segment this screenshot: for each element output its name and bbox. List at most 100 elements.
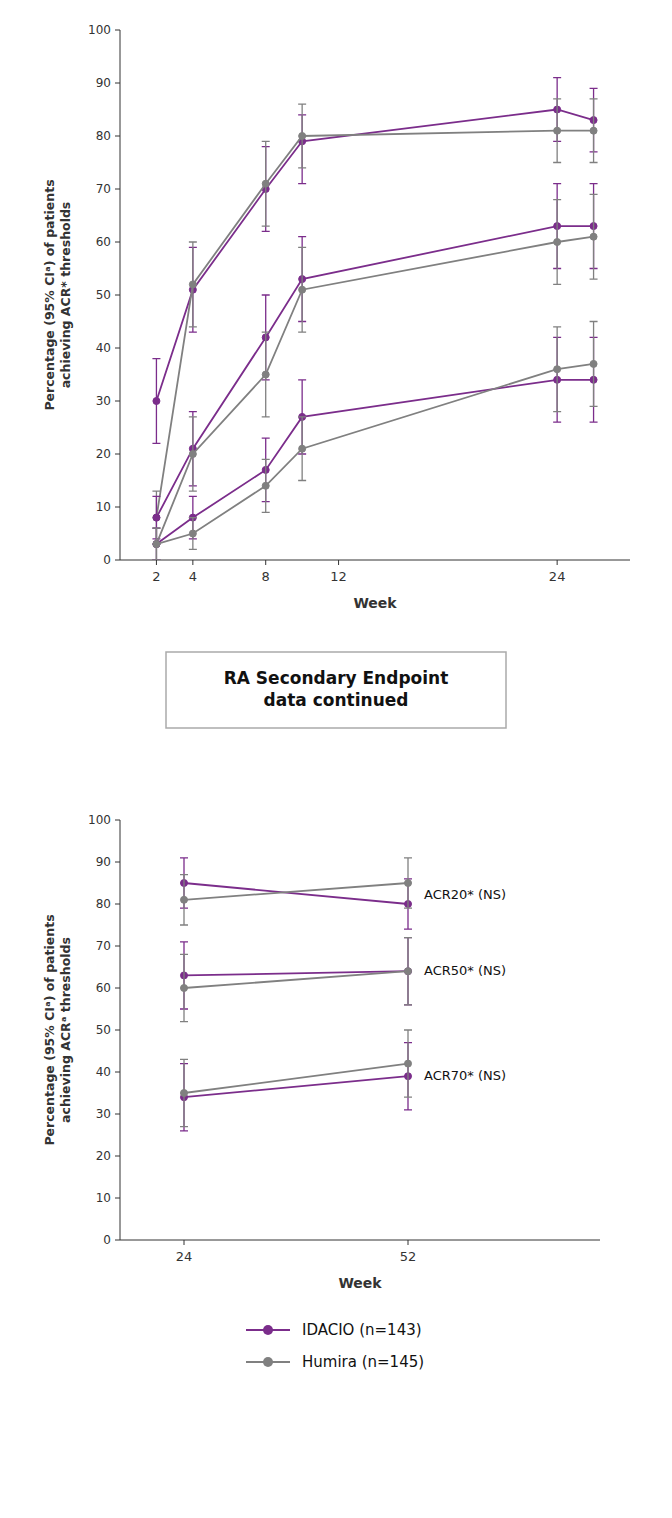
series-line	[184, 883, 408, 900]
series-line	[184, 883, 408, 904]
series-line	[156, 226, 593, 517]
point	[153, 514, 160, 521]
y-tick	[115, 1030, 120, 1031]
point	[590, 233, 597, 240]
series	[180, 858, 412, 925]
series	[180, 858, 412, 929]
y-tick-label: 100	[88, 23, 111, 37]
error-bar	[262, 141, 270, 226]
x-tick	[265, 560, 266, 565]
error-bar	[590, 322, 598, 407]
y-tick	[115, 1072, 120, 1073]
x-tick	[338, 560, 339, 565]
y-tick-label: 70	[96, 939, 111, 953]
y-tick	[115, 136, 120, 137]
y-tick	[115, 560, 120, 561]
point	[590, 127, 597, 134]
series	[180, 938, 412, 1022]
legend-label: Humira (n=145)	[302, 1353, 424, 1371]
error-bar	[152, 528, 160, 560]
plot-area	[180, 858, 412, 1131]
error-bar	[553, 200, 561, 285]
annotation: ACR50* (NS)	[424, 963, 506, 978]
series-line	[156, 131, 593, 518]
point	[153, 541, 160, 548]
title: RA Secondary Endpointdata continued	[224, 668, 449, 710]
y-tick-label: 90	[96, 76, 111, 90]
series	[180, 1030, 412, 1127]
legend-marker	[263, 1325, 273, 1335]
error-bar	[298, 247, 306, 332]
y-tick-label: 80	[96, 897, 111, 911]
annotation: ACR20* (NS)	[424, 887, 506, 902]
error-bar	[152, 359, 160, 444]
point	[554, 239, 561, 246]
y-axis-label: Percentage (95% CIᵃ) of patientsachievin…	[42, 179, 73, 410]
figure: 01020304050607080901002481224Percentage …	[0, 0, 672, 1518]
y-tick	[115, 904, 120, 905]
error-bar	[180, 954, 188, 1021]
y-tick	[115, 189, 120, 190]
chart: 01020304050607080901002481224Percentage …	[42, 23, 630, 612]
x-tick-label: 24	[176, 1249, 193, 1264]
error-bar	[553, 327, 561, 412]
chart: RA Secondary Endpointdata continued 0 10 20…	[42, 652, 600, 1371]
error-bar	[180, 1059, 188, 1126]
y-tick	[115, 1156, 120, 1157]
x-tick	[557, 560, 558, 565]
y-tick	[115, 401, 120, 402]
x-axis-line	[120, 1240, 600, 1241]
series	[152, 184, 597, 539]
y-tick-label: 30	[96, 394, 111, 408]
x-tick-label: 4	[189, 569, 197, 584]
y-tick	[115, 507, 120, 508]
series-line	[156, 237, 593, 544]
y-tick	[115, 820, 120, 821]
y-tick-label: 50	[96, 288, 111, 302]
point	[153, 541, 160, 548]
y-tick-label: 30	[96, 1107, 111, 1121]
point	[189, 281, 196, 288]
point	[262, 371, 269, 378]
y-tick-label: 0	[103, 553, 111, 567]
y-tick-label: 50	[96, 1023, 111, 1037]
y-tick-label: 10	[96, 1191, 111, 1205]
legend-label: IDACIO (n=143)	[302, 1321, 422, 1339]
y-tick	[115, 988, 120, 989]
y-tick-label: 80	[96, 129, 111, 143]
x-tick-label: 8	[262, 569, 270, 584]
point	[590, 360, 597, 367]
legend-marker	[263, 1357, 273, 1367]
y-tick	[115, 454, 120, 455]
y-axis-label: Percentage (95% CIᵃ) of patientsachievin…	[42, 914, 73, 1145]
error-bar	[404, 858, 412, 908]
point	[153, 514, 160, 521]
title-box	[166, 652, 506, 728]
series-line	[156, 110, 593, 402]
y-tick-label: 0	[103, 1233, 111, 1247]
point	[153, 541, 160, 548]
y-tick-label: 70	[96, 182, 111, 196]
x-tick-label: 52	[400, 1249, 417, 1264]
y-tick-label: 60	[96, 235, 111, 249]
y-tick	[115, 1240, 120, 1241]
series-line	[184, 1076, 408, 1097]
error-bar	[152, 528, 160, 560]
y-tick	[115, 348, 120, 349]
point	[181, 896, 188, 903]
error-bar	[404, 938, 412, 1005]
error-bar	[189, 518, 197, 550]
error-bar	[404, 1030, 412, 1097]
y-tick-label: 20	[96, 1149, 111, 1163]
point	[262, 180, 269, 187]
series	[152, 78, 597, 444]
x-tick-label: 12	[330, 569, 347, 584]
y-tick	[115, 946, 120, 947]
error-bar	[262, 332, 270, 417]
y-tick-label: 40	[96, 1065, 111, 1079]
point	[262, 482, 269, 489]
y-tick-label: 10	[96, 500, 111, 514]
y-tick-label: 100	[88, 813, 111, 827]
error-bar	[180, 875, 188, 925]
point	[189, 451, 196, 458]
